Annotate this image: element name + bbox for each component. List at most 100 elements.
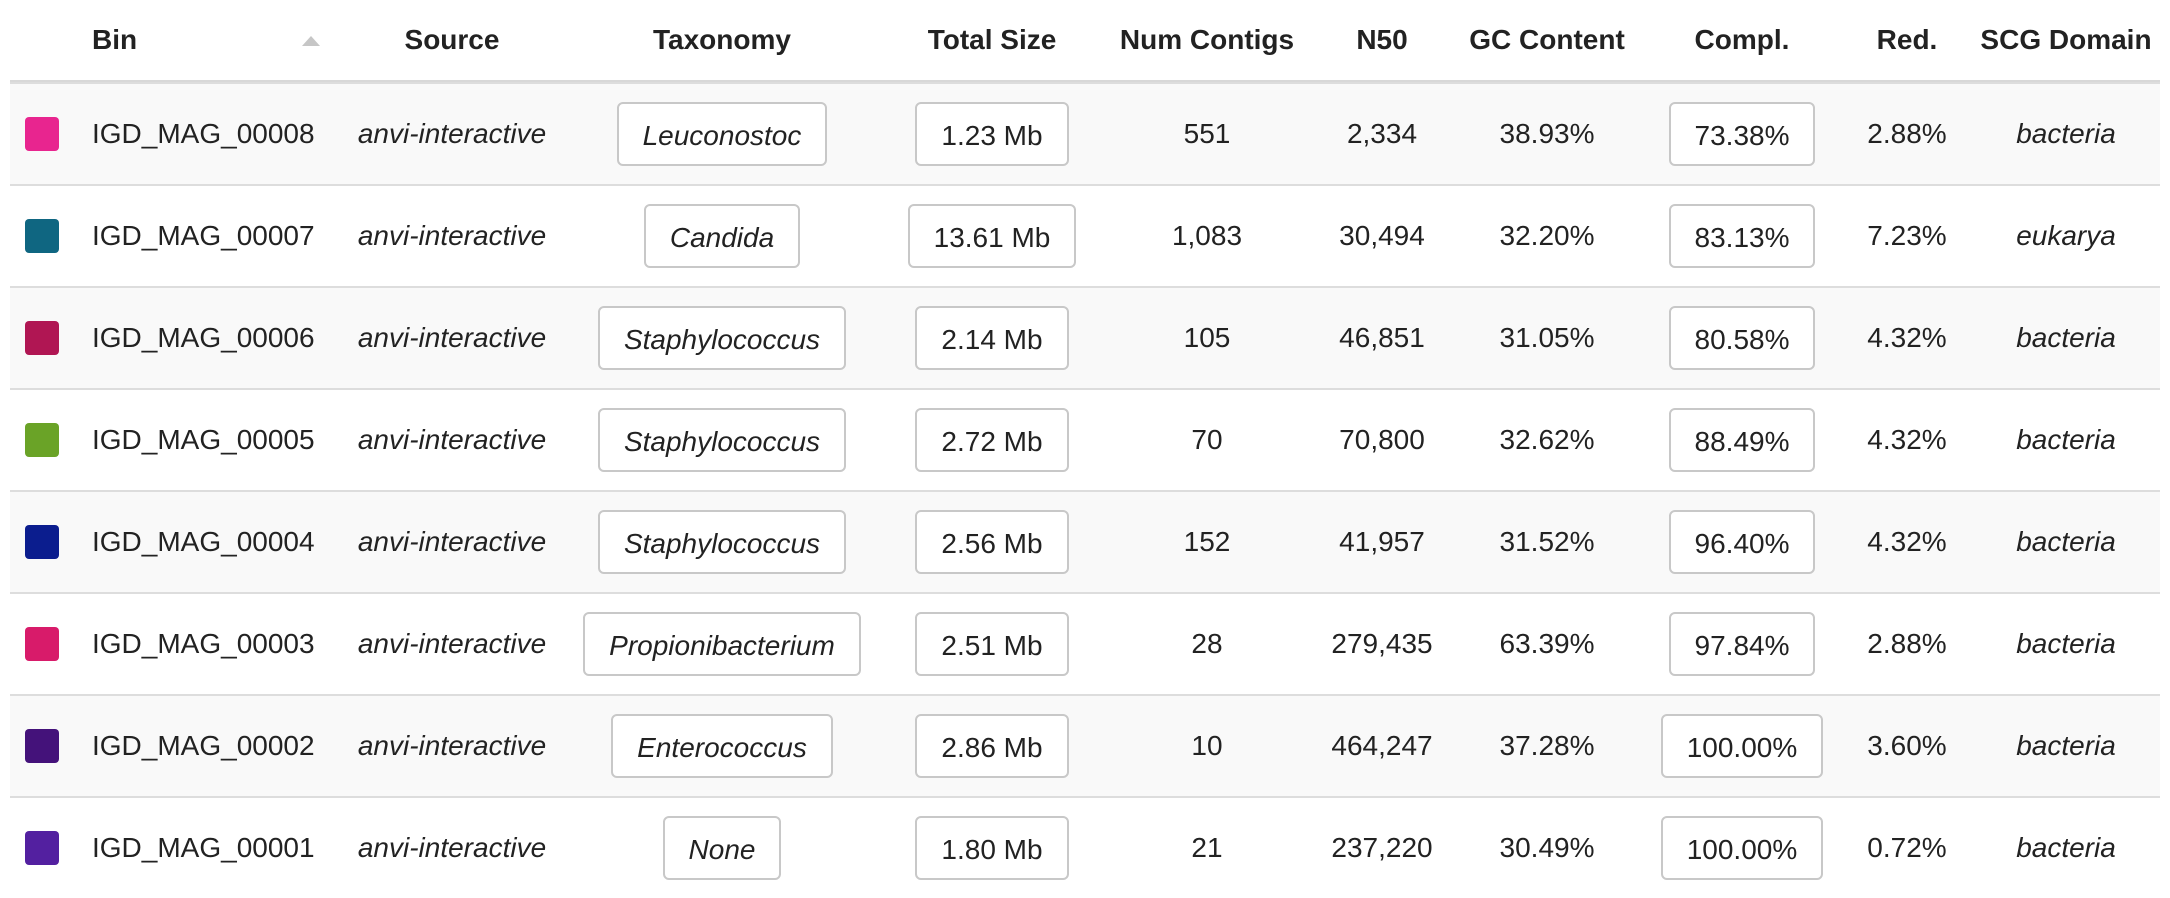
header-redundancy[interactable]: Red. (1842, 0, 1972, 80)
bin-color-cell (10, 390, 74, 490)
bin-color-cell (10, 696, 74, 796)
num-contigs: 70 (1191, 424, 1223, 455)
total-size-button[interactable]: 2.72 Mb (915, 408, 1069, 472)
bin-source: anvi-interactive (357, 220, 547, 251)
completion-button[interactable]: 83.13% (1668, 204, 1816, 268)
redundancy-value: 2.88% (1867, 628, 1947, 659)
completion-cell: 100.00% (1642, 696, 1842, 796)
num-contigs: 28 (1191, 628, 1223, 659)
n50-value: 41,957 (1339, 526, 1425, 557)
bin-color-swatch[interactable] (25, 423, 59, 457)
completion-cell: 100.00% (1642, 798, 1842, 898)
table-row: IGD_MAG_00008 anvi-interactive Leuconostoc… (10, 82, 2160, 184)
gc-content: 32.20% (1499, 220, 1595, 251)
bin-color-swatch[interactable] (25, 627, 59, 661)
total-size-cell: 2.72 Mb (882, 390, 1102, 490)
scg-domain: bacteria (2016, 628, 2116, 659)
total-size-cell: 1.80 Mb (882, 798, 1102, 898)
total-size-button[interactable]: 2.86 Mb (915, 714, 1069, 778)
gc-content: 31.05% (1499, 322, 1595, 353)
table-row: IGD_MAG_00004 anvi-interactive Staphylococ… (10, 490, 2160, 592)
completion-cell: 88.49% (1642, 390, 1842, 490)
num-contigs: 1,083 (1171, 220, 1243, 251)
header-source-label: Source (404, 24, 500, 55)
total-size-cell: 13.61 Mb (882, 186, 1102, 286)
n50-value: 237,220 (1331, 832, 1433, 863)
total-size-cell: 2.51 Mb (882, 594, 1102, 694)
bin-color-swatch[interactable] (25, 525, 59, 559)
sort-up-icon[interactable] (302, 36, 320, 46)
header-bin-label: Bin (92, 24, 138, 55)
table-row: IGD_MAG_00001 anvi-interactive None 1.80 Mb… (10, 796, 2160, 898)
header-scg-domain[interactable]: SCG Domain (1972, 0, 2160, 80)
taxonomy-button[interactable]: Staphylococcus (597, 408, 847, 472)
taxonomy-cell: Staphylococcus (562, 288, 882, 388)
header-bin[interactable]: Bin (92, 0, 342, 80)
redundancy-value: 4.32% (1867, 424, 1947, 455)
bin-color-swatch[interactable] (25, 321, 59, 355)
gc-content: 38.93% (1499, 118, 1595, 149)
header-taxonomy-label: Taxonomy (653, 24, 791, 55)
header-num-contigs[interactable]: Num Contigs (1102, 0, 1312, 80)
table-row: IGD_MAG_00006 anvi-interactive Staphylococ… (10, 286, 2160, 388)
bin-color-swatch[interactable] (25, 219, 59, 253)
header-completion[interactable]: Compl. (1642, 0, 1842, 80)
taxonomy-cell: Candida (562, 186, 882, 286)
scg-domain: bacteria (2016, 424, 2116, 455)
completion-cell: 73.38% (1642, 84, 1842, 184)
total-size-button[interactable]: 1.23 Mb (915, 102, 1069, 166)
bin-source: anvi-interactive (357, 322, 547, 353)
taxonomy-button[interactable]: Staphylococcus (597, 510, 847, 574)
completion-button[interactable]: 88.49% (1668, 408, 1816, 472)
bin-name: IGD_MAG_00002 (92, 730, 315, 761)
taxonomy-cell: Staphylococcus (562, 492, 882, 592)
completion-button[interactable]: 96.40% (1668, 510, 1816, 574)
total-size-button[interactable]: 13.61 Mb (907, 204, 1077, 268)
taxonomy-button[interactable]: None (662, 816, 782, 880)
bin-color-cell (10, 186, 74, 286)
header-scg-domain-label: SCG Domain (1980, 24, 2152, 55)
num-contigs: 21 (1191, 832, 1223, 863)
total-size-button[interactable]: 2.14 Mb (915, 306, 1069, 370)
taxonomy-cell: Propionibacterium (562, 594, 882, 694)
scg-domain: bacteria (2016, 730, 2116, 761)
header-n50[interactable]: N50 (1312, 0, 1452, 80)
taxonomy-button[interactable]: Leuconostoc (616, 102, 828, 166)
n50-value: 464,247 (1331, 730, 1433, 761)
taxonomy-button[interactable]: Enterococcus (611, 714, 833, 778)
taxonomy-button[interactable]: Staphylococcus (597, 306, 847, 370)
taxonomy-cell: None (562, 798, 882, 898)
bin-color-swatch[interactable] (25, 117, 59, 151)
completion-button[interactable]: 100.00% (1660, 714, 1824, 778)
gc-content: 30.49% (1499, 832, 1595, 863)
bin-color-cell (10, 798, 74, 898)
taxonomy-cell: Staphylococcus (562, 390, 882, 490)
header-source[interactable]: Source (342, 0, 562, 80)
completion-button[interactable]: 80.58% (1668, 306, 1816, 370)
total-size-button[interactable]: 1.80 Mb (915, 816, 1069, 880)
redundancy-value: 3.60% (1867, 730, 1947, 761)
header-taxonomy[interactable]: Taxonomy (562, 0, 882, 80)
bin-source: anvi-interactive (357, 730, 547, 761)
redundancy-value: 7.23% (1867, 220, 1947, 251)
taxonomy-button[interactable]: Propionibacterium (583, 612, 861, 676)
total-size-cell: 2.14 Mb (882, 288, 1102, 388)
header-total-size[interactable]: Total Size (882, 0, 1102, 80)
bin-source: anvi-interactive (357, 118, 547, 149)
header-gc-content[interactable]: GC Content (1452, 0, 1642, 80)
total-size-button[interactable]: 2.56 Mb (915, 510, 1069, 574)
bin-name: IGD_MAG_00001 (92, 832, 315, 863)
completion-button[interactable]: 100.00% (1660, 816, 1824, 880)
total-size-button[interactable]: 2.51 Mb (915, 612, 1069, 676)
bin-color-swatch[interactable] (25, 831, 59, 865)
bin-color-swatch[interactable] (25, 729, 59, 763)
table-row: IGD_MAG_00002 anvi-interactive Enterococcu… (10, 694, 2160, 796)
taxonomy-cell: Enterococcus (562, 696, 882, 796)
num-contigs: 10 (1191, 730, 1223, 761)
completion-button[interactable]: 97.84% (1668, 612, 1816, 676)
taxonomy-button[interactable]: Candida (643, 204, 801, 268)
header-num-contigs-label: Num Contigs (1119, 24, 1295, 55)
bin-name: IGD_MAG_00006 (92, 322, 315, 353)
header-redundancy-label: Red. (1876, 24, 1938, 55)
completion-button[interactable]: 73.38% (1668, 102, 1816, 166)
